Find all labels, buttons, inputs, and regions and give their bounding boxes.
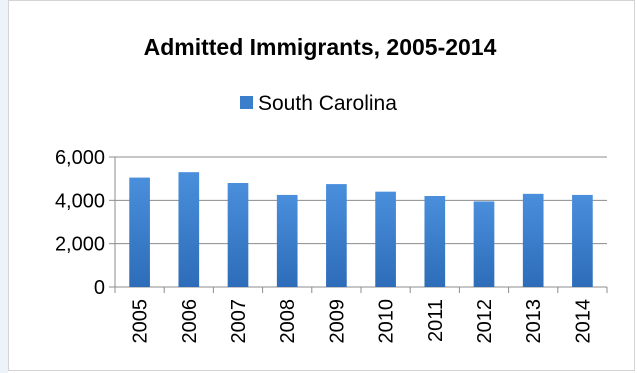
bar-2008 — [276, 194, 298, 287]
bar-2007 — [227, 183, 249, 287]
bar-2011 — [424, 196, 446, 287]
x-axis-ticks: 2005 2006 2007 2008 2009 2010 2011 2012 2013 2014 — [114, 287, 608, 344]
bar-2012 — [473, 201, 495, 287]
bar-2006 — [178, 172, 200, 287]
bar-2010 — [375, 191, 396, 287]
bar-2014 — [572, 194, 593, 287]
x-tick-label: 2005 — [130, 299, 152, 344]
bar-2013 — [522, 193, 544, 287]
legend-swatch — [240, 96, 253, 109]
x-tick-label: 2006 — [179, 299, 201, 344]
y-tick-label: 6,000 — [55, 147, 105, 169]
x-tick-label: 2011 — [425, 299, 447, 342]
chart-title: Admitted Immigrants, 2005-2014 — [144, 34, 497, 60]
bar-2005 — [129, 177, 150, 287]
x-tick-label: 2014 — [572, 299, 594, 344]
y-tick-label: 0 — [94, 277, 105, 299]
x-tick-label: 2012 — [474, 299, 496, 344]
chart-frame — [8, 0, 635, 371]
x-tick-label: 2010 — [376, 299, 398, 344]
y-tick-label: 4,000 — [55, 190, 105, 212]
left-strip — [0, 0, 8, 373]
x-tick-label: 2008 — [277, 299, 299, 344]
bar-2009 — [326, 184, 347, 287]
legend-label: South Carolina — [258, 92, 397, 115]
bars — [129, 172, 593, 287]
x-tick-label: 2007 — [228, 299, 250, 344]
x-tick-label: 2013 — [523, 299, 545, 344]
legend: South Carolina — [240, 92, 397, 115]
x-tick-label: 2009 — [326, 299, 348, 344]
y-tick-label: 2,000 — [55, 234, 105, 256]
y-axis-ticks: 0 2,000 4,000 6,000 — [55, 147, 115, 299]
